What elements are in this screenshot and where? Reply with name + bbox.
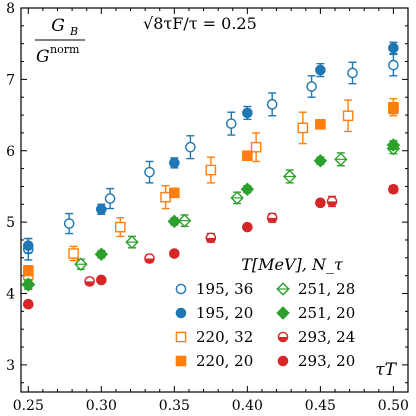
data-point	[160, 191, 171, 203]
legend-entry	[277, 331, 289, 343]
legend-marker	[175, 355, 187, 367]
data-point	[167, 214, 182, 229]
data-point	[386, 138, 401, 152]
data-point	[23, 240, 34, 251]
data-point-fill	[267, 217, 277, 223]
data-point	[266, 99, 278, 110]
legend-entry	[175, 355, 187, 367]
data-point	[315, 197, 326, 209]
legend-entry	[277, 355, 289, 367]
series-251-20	[21, 138, 401, 291]
data-point	[68, 248, 79, 259]
y-tick-label: 6	[6, 144, 15, 160]
data-point	[115, 221, 126, 233]
data-point	[242, 107, 253, 119]
x-tick-label: 0.50	[378, 398, 409, 414]
legend-label: 251, 20	[298, 304, 355, 322]
data-point	[205, 164, 217, 176]
data-point	[21, 277, 36, 291]
legend-title: T[MeV], N_τ	[241, 255, 344, 274]
series-220-20	[23, 102, 399, 277]
data-point	[250, 141, 262, 153]
ylabel-numerator-sub: B	[69, 25, 78, 38]
data-point	[388, 103, 399, 114]
data-point	[104, 193, 116, 204]
ylabel-denominator: G	[36, 47, 50, 67]
legend-marker	[175, 307, 187, 319]
legend-label: 220, 20	[196, 352, 253, 370]
data-point	[315, 64, 326, 76]
x-tick-label: 0.35	[159, 398, 190, 414]
data-point	[242, 221, 253, 233]
legend-entry	[175, 283, 187, 295]
y-tick-label: 7	[6, 72, 15, 88]
data-point	[313, 154, 328, 168]
data-point	[297, 122, 309, 134]
x-tick-label: 0.25	[13, 398, 44, 414]
data-point	[169, 248, 180, 259]
series-195-36	[23, 53, 399, 261]
data-point	[169, 157, 180, 169]
data-point	[63, 218, 75, 229]
data-point	[23, 265, 34, 276]
data-point	[242, 150, 253, 162]
data-point	[185, 141, 196, 153]
data-point	[96, 203, 107, 215]
series-220-32	[23, 97, 399, 282]
legend-label: 195, 36	[196, 280, 253, 298]
data-point	[240, 182, 255, 197]
data-point	[388, 183, 399, 195]
y-tick-label: 3	[6, 358, 15, 374]
series-195-20	[23, 41, 399, 254]
legend-marker	[175, 331, 187, 343]
x-tick-label: 0.30	[86, 398, 117, 414]
x-tick-label: 0.45	[305, 398, 336, 414]
data-point	[23, 298, 34, 310]
data-point-fill	[327, 201, 337, 207]
data-point	[169, 187, 180, 199]
x-tick-label: 0.40	[232, 398, 263, 414]
legend-label: 293, 20	[298, 352, 355, 370]
legend-marker-fill	[278, 337, 288, 342]
legend-label: 293, 24	[298, 328, 355, 346]
legend-label: 195, 20	[196, 304, 253, 322]
xlabel: τT	[375, 360, 397, 380]
data-point	[96, 274, 107, 286]
legend-marker	[175, 283, 187, 295]
data-point	[315, 119, 326, 130]
ylabel-numerator: G	[51, 16, 65, 36]
data-point	[144, 166, 155, 178]
y-tick-label: 5	[6, 215, 15, 231]
legend-entry	[175, 331, 187, 343]
y-tick-label: 8	[6, 1, 15, 17]
data-point	[225, 118, 237, 129]
data-point-fill	[206, 237, 216, 243]
data-point	[347, 67, 358, 79]
data-point	[342, 110, 354, 122]
series-293-20	[23, 183, 399, 310]
legend-label: 251, 28	[298, 280, 355, 298]
plot-frame	[20, 7, 409, 393]
y-tick-label: 4	[6, 287, 15, 303]
series-293-24	[84, 195, 338, 287]
legend-marker	[277, 355, 289, 367]
ylabel-denominator-sup: norm	[50, 43, 80, 56]
legend-marker	[276, 306, 290, 320]
annotation: √8τF/τ = 0.25	[143, 14, 257, 33]
data-point	[388, 59, 399, 71]
legend-label: 220, 32	[196, 328, 253, 346]
data-point	[306, 81, 317, 92]
data-point-fill	[144, 258, 155, 264]
legend-entry	[276, 306, 290, 320]
data-point	[94, 247, 109, 261]
legend-entry	[276, 282, 290, 296]
legend-entry	[175, 307, 187, 319]
data-point	[388, 42, 399, 54]
data-point-fill	[85, 281, 95, 286]
